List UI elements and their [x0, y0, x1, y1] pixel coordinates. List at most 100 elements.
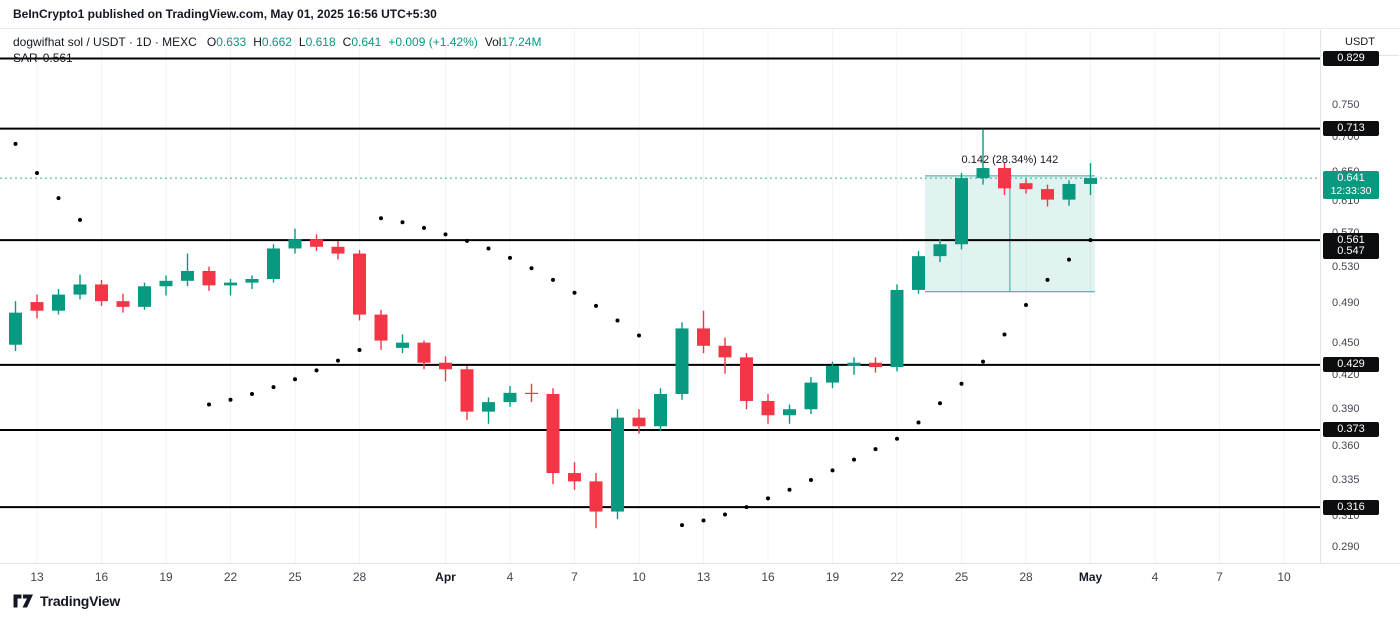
price-axis[interactable]: USDT 0.7500.7000.6500.6100.5700.5300.490…: [1321, 0, 1400, 623]
time-tick-label: 10: [1277, 570, 1291, 584]
candle-body[interactable]: [503, 392, 517, 403]
candle-body[interactable]: [761, 400, 775, 416]
price-line-badge[interactable]: 0.373: [1323, 422, 1379, 438]
candle-body[interactable]: [138, 286, 151, 307]
candle-body[interactable]: [589, 481, 603, 512]
last-price-badge[interactable]: 0.641 12:33:30: [1323, 171, 1379, 200]
sar-dot: [443, 232, 448, 237]
sar-dot: [680, 523, 684, 528]
time-axis[interactable]: 13 16 19 22 25 28 Apr 4 7 10 13 16 19 22 25 28 May 4 7 10: [0, 563, 1320, 593]
time-tick-label: 19: [825, 570, 840, 584]
tradingview-logo-icon[interactable]: [13, 594, 34, 608]
sar-dot: [895, 436, 899, 441]
candle-body[interactable]: [439, 362, 452, 370]
sar-dot: [1067, 257, 1071, 262]
candle-body[interactable]: [632, 417, 646, 427]
candle-body[interactable]: [288, 239, 302, 249]
sar-dot: [959, 381, 964, 386]
price-line-badge[interactable]: 0.316: [1323, 499, 1379, 515]
candle-body[interactable]: [396, 342, 409, 348]
candle-body[interactable]: [783, 409, 796, 416]
candle-body[interactable]: [697, 328, 710, 346]
price-line-badge[interactable]: 0.561: [1323, 232, 1379, 248]
candle-body[interactable]: [245, 278, 259, 283]
candle-body[interactable]: [890, 289, 904, 368]
candle-body[interactable]: [976, 168, 990, 179]
price-line-badge[interactable]: 0.829: [1323, 50, 1379, 66]
sar-dot: [1088, 238, 1093, 243]
candle-body[interactable]: [847, 362, 861, 366]
candle-body[interactable]: [159, 280, 173, 287]
sar-dot: [422, 225, 426, 230]
symbol-title[interactable]: dogwifhat sol / USDT · 1D · MEXC: [13, 35, 197, 49]
sar-dot: [981, 359, 985, 364]
price-tick-label: 0.450: [1332, 336, 1360, 349]
candle-body[interactable]: [73, 284, 87, 295]
candle-body[interactable]: [912, 256, 925, 290]
candle-body[interactable]: [417, 342, 431, 363]
candle-body[interactable]: [675, 328, 689, 394]
candle-body[interactable]: [202, 270, 216, 286]
measure-range-label: 0.142 (28.34%) 142: [961, 153, 1059, 166]
candle-body[interactable]: [869, 362, 882, 368]
price-line-badge[interactable]: 0.713: [1323, 121, 1379, 137]
candle-body[interactable]: [955, 178, 968, 245]
sar-dot: [1002, 332, 1007, 337]
candle-body[interactable]: [804, 382, 818, 410]
candle-body[interactable]: [1019, 183, 1033, 190]
sar-dot: [336, 358, 340, 363]
candle-body[interactable]: [95, 284, 108, 302]
candle-body[interactable]: [826, 365, 839, 383]
price-tick-label: 0.490: [1332, 297, 1360, 310]
sar-dot: [314, 368, 319, 373]
sar-dot: [508, 255, 512, 260]
indicator-row[interactable]: SAR 0.561: [13, 51, 73, 65]
candle-body[interactable]: [331, 246, 345, 254]
sar-dot: [400, 220, 405, 225]
sar-dot: [1045, 277, 1050, 282]
time-tick-label: May: [1078, 570, 1103, 584]
sar-dot: [830, 468, 835, 473]
sar-dot: [744, 505, 749, 510]
candle-body[interactable]: [9, 312, 22, 345]
candle-body[interactable]: [998, 168, 1011, 189]
price-line-badge[interactable]: 0.429: [1323, 357, 1379, 373]
ohlc-low: L0.618: [298, 35, 336, 49]
candle-body[interactable]: [310, 239, 323, 247]
volume-readout: Vol17.24M: [484, 35, 542, 49]
candle-body[interactable]: [30, 302, 44, 311]
candle-body[interactable]: [568, 473, 581, 482]
candle-body[interactable]: [525, 392, 538, 395]
sar-dot: [379, 216, 383, 221]
sar-dot: [572, 290, 577, 295]
candle-body[interactable]: [933, 244, 947, 257]
tradingview-brand-text[interactable]: TradingView: [40, 593, 121, 609]
candle-body[interactable]: [482, 402, 495, 412]
time-axis-separator: [0, 563, 1400, 564]
time-tick-label: 4: [506, 570, 514, 584]
candle-body[interactable]: [267, 248, 280, 279]
price-line-badge[interactable]: 0.547: [1323, 244, 1379, 260]
candle-body[interactable]: [374, 314, 388, 341]
candle-body[interactable]: [1041, 189, 1054, 200]
plot-group[interactable]: [0, 30, 1320, 563]
bar-countdown: 12:33:30: [1330, 185, 1372, 198]
candle-body[interactable]: [116, 301, 130, 307]
candle-body[interactable]: [353, 253, 366, 315]
price-tick-label: 0.360: [1332, 440, 1360, 453]
candle-body[interactable]: [224, 282, 237, 286]
candle-body[interactable]: [546, 393, 560, 474]
candle-body[interactable]: [718, 345, 732, 358]
candle-body[interactable]: [654, 393, 667, 427]
candle-body[interactable]: [611, 417, 624, 512]
candle-body[interactable]: [460, 369, 474, 412]
candle-body[interactable]: [1062, 183, 1076, 200]
candle-body[interactable]: [52, 294, 65, 311]
candle-body[interactable]: [740, 357, 753, 401]
time-tick-label: 25: [288, 570, 302, 584]
sar-dot: [787, 487, 792, 492]
candle-body[interactable]: [181, 270, 194, 281]
sar-dot: [637, 333, 641, 338]
candle-body[interactable]: [1084, 178, 1097, 184]
